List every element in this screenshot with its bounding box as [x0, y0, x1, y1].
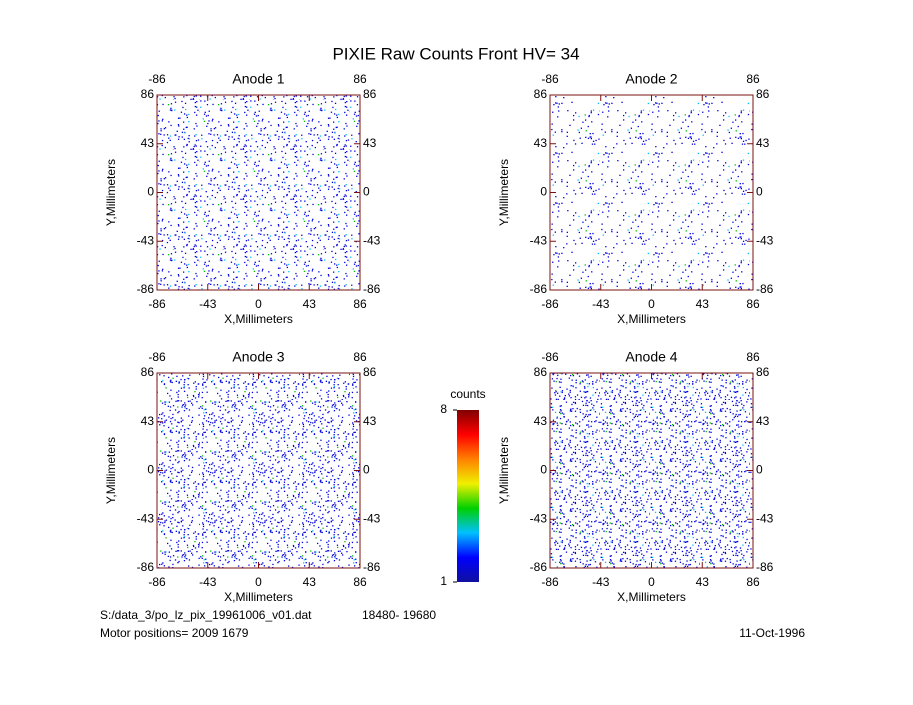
x-tick-label: 86 [353, 297, 367, 311]
y-tick-label: -43 [530, 233, 548, 247]
x2-tick-label: 86 [746, 350, 760, 364]
x-axis-label: X,Millimeters [617, 590, 686, 604]
heatmap-texture [550, 373, 753, 568]
x-tick-label: -43 [592, 575, 610, 589]
colorbar-label: counts [450, 387, 485, 401]
x-tick-label: 0 [648, 575, 655, 589]
y-tick-label: 43 [534, 136, 548, 150]
y2-tick-label: 0 [756, 185, 763, 199]
footer-motor: Motor positions= 2009 1679 [100, 626, 249, 640]
x-tick-label: 86 [746, 297, 760, 311]
y-tick-label: -86 [137, 560, 155, 574]
colorbar [457, 410, 479, 582]
x2-tick-label: 86 [353, 350, 367, 364]
y2-tick-label: 43 [756, 136, 770, 150]
y-tick-label: -86 [530, 282, 548, 296]
x-axis-label: X,Millimeters [224, 590, 293, 604]
colorbar-tick-label: 1 [440, 574, 447, 588]
y-tick-label: 86 [534, 87, 548, 101]
y-axis-label: Y,Millimeters [497, 437, 511, 504]
x-tick-label: 86 [353, 575, 367, 589]
y-tick-label: 43 [141, 414, 155, 428]
panel-title: Anode 2 [625, 71, 677, 87]
x-tick-label: -43 [199, 575, 217, 589]
x-tick-label: -86 [541, 297, 559, 311]
y2-tick-label: 86 [756, 365, 770, 379]
y2-tick-label: -86 [363, 282, 381, 296]
y2-tick-label: -43 [756, 233, 774, 247]
y-axis-label: Y,Millimeters [497, 159, 511, 226]
y-tick-label: 43 [534, 414, 548, 428]
y2-tick-label: -43 [756, 511, 774, 525]
x2-tick-label: 86 [746, 72, 760, 86]
x2-tick-label: -86 [541, 72, 559, 86]
y2-tick-label: 43 [363, 136, 377, 150]
y-tick-label: 0 [540, 463, 547, 477]
x-axis-label: X,Millimeters [617, 312, 686, 326]
y2-tick-label: -86 [756, 560, 774, 574]
y2-tick-label: 86 [363, 87, 377, 101]
x-tick-label: 0 [255, 297, 262, 311]
panel-title: Anode 3 [232, 349, 284, 365]
y2-tick-label: 43 [363, 414, 377, 428]
x-tick-label: 43 [696, 297, 710, 311]
y2-tick-label: 86 [363, 365, 377, 379]
x-tick-label: -43 [199, 297, 217, 311]
x-tick-label: 0 [648, 297, 655, 311]
y2-tick-label: 0 [363, 185, 370, 199]
heatmap-texture [550, 95, 753, 290]
colorbar-tick-label: 8 [440, 402, 447, 416]
x2-tick-label: -86 [148, 72, 166, 86]
x-tick-label: -43 [592, 297, 610, 311]
y-tick-label: 86 [534, 365, 548, 379]
x-tick-label: 0 [255, 575, 262, 589]
y2-tick-label: -43 [363, 233, 381, 247]
y-tick-label: -43 [137, 511, 155, 525]
heatmap-texture [157, 373, 360, 568]
x-tick-label: -86 [148, 575, 166, 589]
panel-title: Anode 4 [625, 349, 677, 365]
footer-file: S:/data_3/po_lz_pix_19961006_v01.dat [100, 608, 312, 622]
footer-date: 11-Oct-1996 [739, 626, 805, 640]
x-tick-label: 86 [746, 575, 760, 589]
x2-tick-label: -86 [148, 350, 166, 364]
y-tick-label: 86 [141, 87, 155, 101]
y2-tick-label: 0 [756, 463, 763, 477]
y-tick-label: 0 [147, 463, 154, 477]
x-axis-label: X,Millimeters [224, 312, 293, 326]
y2-tick-label: 43 [756, 414, 770, 428]
y-axis-label: Y,Millimeters [104, 437, 118, 504]
x-tick-label: 43 [303, 575, 317, 589]
x2-tick-label: 86 [353, 72, 367, 86]
y-tick-label: 43 [141, 136, 155, 150]
y-tick-label: 0 [540, 185, 547, 199]
y2-tick-label: -43 [363, 511, 381, 525]
y-tick-label: -86 [530, 560, 548, 574]
panel-title: Anode 1 [232, 71, 284, 87]
y2-tick-label: 86 [756, 87, 770, 101]
x2-tick-label: -86 [541, 350, 559, 364]
x-tick-label: 43 [303, 297, 317, 311]
y-axis-label: Y,Millimeters [104, 159, 118, 226]
y2-tick-label: -86 [363, 560, 381, 574]
x-tick-label: -86 [541, 575, 559, 589]
x-tick-label: -86 [148, 297, 166, 311]
page-title: PIXIE Raw Counts Front HV= 34 [332, 44, 579, 63]
heatmap-texture [157, 95, 360, 290]
y-tick-label: 0 [147, 185, 154, 199]
footer-range: 18480- 19680 [362, 608, 436, 622]
x-tick-label: 43 [696, 575, 710, 589]
y-tick-label: -43 [530, 511, 548, 525]
y-tick-label: -43 [137, 233, 155, 247]
y2-tick-label: 0 [363, 463, 370, 477]
y2-tick-label: -86 [756, 282, 774, 296]
y-tick-label: -86 [137, 282, 155, 296]
y-tick-label: 86 [141, 365, 155, 379]
